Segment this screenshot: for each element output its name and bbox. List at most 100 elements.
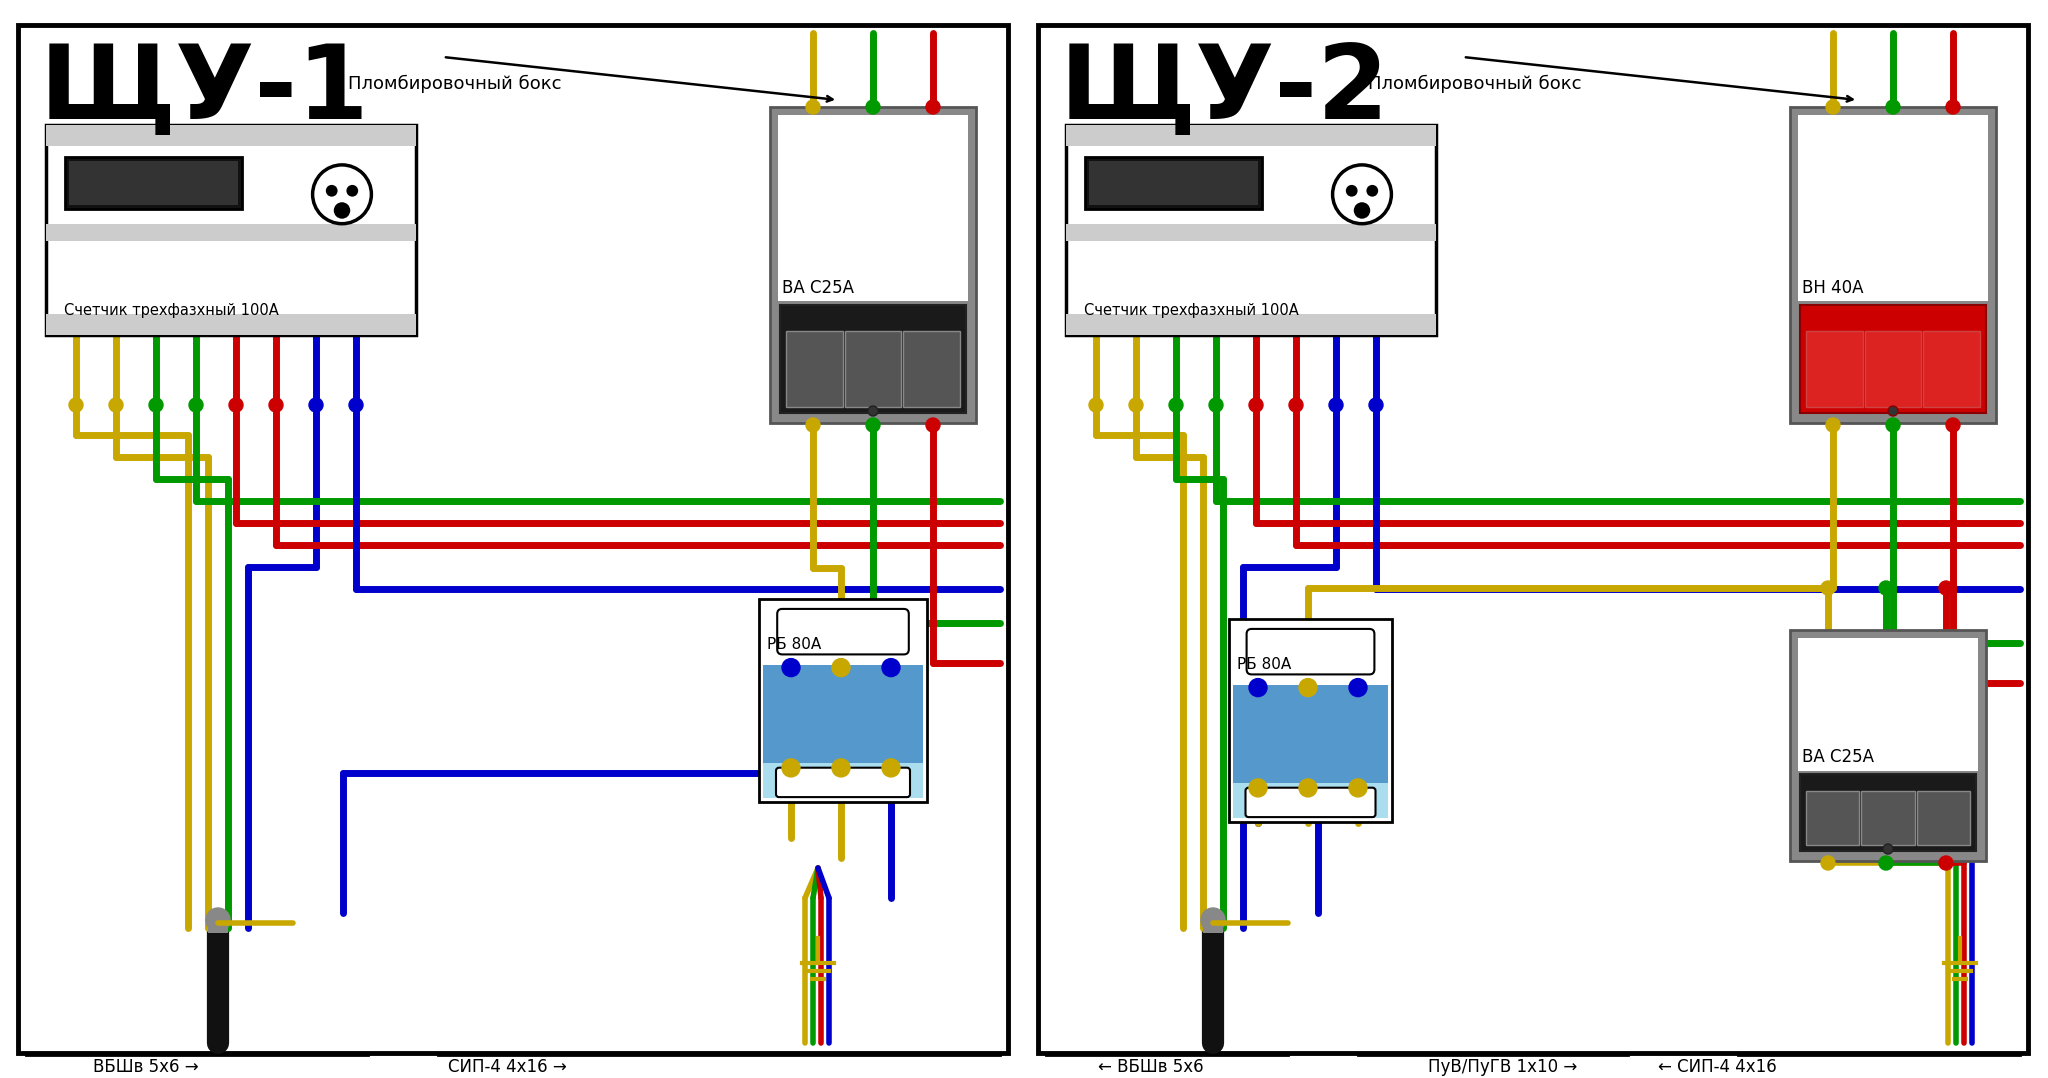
Circle shape	[866, 418, 881, 432]
Circle shape	[268, 398, 283, 412]
Bar	[1067, 314, 1436, 335]
Circle shape	[1888, 406, 1898, 416]
FancyBboxPatch shape	[1245, 788, 1376, 817]
Bar	[786, 331, 842, 407]
Bar	[1087, 161, 1257, 205]
Bar	[45, 125, 416, 146]
Circle shape	[1886, 418, 1901, 432]
Circle shape	[1298, 678, 1317, 696]
Bar	[1864, 331, 1921, 407]
Text: Пломбировочный бокс: Пломбировочный бокс	[348, 75, 561, 94]
Bar	[1067, 224, 1436, 240]
Bar	[45, 314, 416, 335]
Circle shape	[348, 398, 362, 412]
Circle shape	[831, 659, 850, 677]
Bar	[1790, 630, 1987, 861]
FancyBboxPatch shape	[776, 609, 909, 654]
Bar	[1800, 305, 1987, 413]
Bar	[1798, 115, 1989, 301]
Circle shape	[1288, 398, 1303, 412]
Bar	[1806, 791, 1860, 845]
Circle shape	[109, 398, 123, 412]
Circle shape	[866, 100, 881, 114]
Circle shape	[1128, 398, 1143, 412]
Text: СИП-4 4х16 →: СИП-4 4х16 →	[449, 1058, 567, 1076]
Bar	[764, 603, 924, 658]
Circle shape	[1821, 856, 1835, 870]
Bar	[1923, 331, 1980, 407]
Circle shape	[1821, 581, 1835, 595]
Circle shape	[1329, 398, 1343, 412]
Circle shape	[1882, 844, 1892, 854]
Bar	[1067, 125, 1436, 146]
Circle shape	[1886, 100, 1901, 114]
Bar	[1202, 913, 1223, 932]
Bar	[1790, 107, 1997, 423]
Circle shape	[831, 759, 850, 777]
Circle shape	[883, 759, 899, 777]
Bar	[1233, 623, 1389, 678]
Bar	[1233, 783, 1389, 818]
Circle shape	[1208, 398, 1223, 412]
Circle shape	[1946, 100, 1960, 114]
Bar	[1800, 774, 1976, 851]
Bar	[770, 107, 977, 423]
Circle shape	[807, 100, 819, 114]
Text: ← СИП-4 4х16: ← СИП-4 4х16	[1659, 1058, 1778, 1076]
Text: ВН 40А: ВН 40А	[1802, 279, 1864, 298]
Circle shape	[346, 185, 358, 196]
Bar	[45, 224, 416, 240]
Circle shape	[70, 398, 84, 412]
Text: Счетчик трехфазхный 100А: Счетчик трехфазхный 100А	[63, 303, 279, 318]
Bar	[1917, 791, 1970, 845]
Circle shape	[1346, 185, 1358, 196]
Bar	[1085, 156, 1262, 209]
Circle shape	[229, 398, 244, 412]
Circle shape	[1090, 398, 1104, 412]
Bar	[1038, 25, 2028, 1053]
Circle shape	[150, 398, 164, 412]
Circle shape	[868, 406, 879, 416]
Circle shape	[1298, 779, 1317, 797]
Circle shape	[309, 398, 324, 412]
Bar	[63, 156, 242, 209]
Circle shape	[1249, 398, 1264, 412]
Bar	[1233, 686, 1389, 783]
Bar	[18, 25, 1008, 1053]
Circle shape	[883, 659, 899, 677]
Circle shape	[926, 100, 940, 114]
Circle shape	[313, 165, 371, 224]
Bar	[1067, 125, 1436, 335]
Bar	[764, 763, 924, 798]
Circle shape	[1827, 100, 1839, 114]
Circle shape	[207, 908, 229, 932]
Bar	[68, 161, 238, 205]
Circle shape	[1200, 908, 1225, 932]
Circle shape	[926, 418, 940, 432]
Text: Счетчик трехфазхный 100А: Счетчик трехфазхный 100А	[1085, 303, 1298, 318]
Circle shape	[1350, 779, 1366, 797]
Bar	[209, 913, 227, 932]
Text: Пломбировочный бокс: Пломбировочный бокс	[1368, 75, 1581, 94]
Bar	[844, 331, 901, 407]
FancyBboxPatch shape	[776, 768, 909, 797]
Text: ВА С25А: ВА С25А	[782, 279, 854, 298]
Bar	[1798, 638, 1978, 771]
Text: ЩУ-2: ЩУ-2	[1061, 40, 1389, 141]
Text: РБ 80А: РБ 80А	[1237, 657, 1290, 672]
Circle shape	[1939, 581, 1954, 595]
Bar	[778, 115, 969, 301]
Text: ПуВ/ПуГВ 1х10 →: ПуВ/ПуГВ 1х10 →	[1427, 1058, 1577, 1076]
Text: ВБШв 5х6 →: ВБШв 5х6 →	[92, 1058, 199, 1076]
Circle shape	[1878, 581, 1892, 595]
Circle shape	[188, 398, 203, 412]
Circle shape	[1333, 165, 1391, 224]
Circle shape	[1249, 678, 1268, 696]
Circle shape	[1827, 418, 1839, 432]
Bar	[45, 125, 416, 335]
Text: ← ВБШв 5х6: ← ВБШв 5х6	[1098, 1058, 1204, 1076]
Circle shape	[1946, 418, 1960, 432]
Bar	[764, 665, 924, 763]
Bar	[903, 331, 961, 407]
Circle shape	[1939, 856, 1954, 870]
